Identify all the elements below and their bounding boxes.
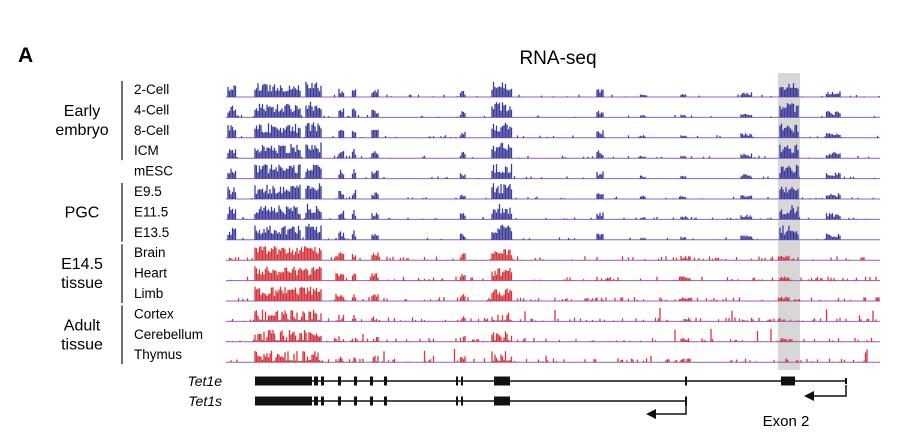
exon [845,378,847,384]
exon [370,396,373,406]
coverage-bars [228,246,865,261]
exon [461,396,463,406]
exon [314,376,318,386]
track-e11-5: E11.5 [134,203,880,220]
track-limb: Limb [134,286,880,302]
gene-models: Tet1e Tet1s [187,373,847,419]
coverage-bars [227,328,873,342]
gene-label: Tet1s [188,393,222,409]
exon [461,376,463,386]
gene-tet1e: Tet1e [187,373,847,389]
track-2-cell: 2-Cell [134,81,880,98]
exon [354,376,357,386]
coverage-tracks: 2-Cell 4-Cell 8-Cell ICM mESC E9.5 E11.5 E13.5 B… [134,81,880,363]
track-cerebellum: Cerebellum [134,327,880,343]
coverage-bars [227,142,870,159]
exon [321,376,324,386]
track-4-cell: 4-Cell [134,101,880,118]
exon [338,396,341,406]
exon [456,376,458,386]
group-label: embryo [55,122,108,139]
group-label: E14.5 [61,256,103,273]
figure-title: RNA-seq [519,48,596,69]
track-8-cell: 8-Cell [134,122,880,139]
track-brain: Brain [134,245,880,261]
exon [354,396,357,406]
group-label: PGC [65,204,100,221]
group-label: tissue [61,336,103,353]
coverage-bars [227,101,876,118]
track-label: 4-Cell [134,102,169,117]
exon [321,396,324,406]
track-label: 8-Cell [134,123,169,138]
track-label: 2-Cell [134,82,169,97]
track-label: E9.5 [134,184,162,199]
exon [255,376,312,386]
track-label: Thymus [134,347,182,362]
exon [456,396,458,406]
exon [685,376,687,386]
exon [494,376,510,386]
track-label: E11.5 [134,204,168,219]
track-thymus: Thymus [134,347,880,363]
gene-label: Tet1e [187,373,222,389]
track-label: Limb [134,286,163,301]
coverage-bars [230,308,877,322]
tet1s-tss-arrow [646,405,687,419]
coverage-bars [227,122,879,138]
coverage-bars [227,81,880,97]
exon2-label: Exon 2 [763,413,810,430]
track-label: Cortex [134,306,174,321]
track-e9-5: E9.5 [134,183,880,200]
coverage-bars [227,164,876,179]
track-label: E13.5 [134,225,169,240]
track-label: ICM [134,143,159,158]
track-label: mESC [134,164,173,179]
group-label: Adult [64,317,101,334]
exon [255,396,312,406]
track-heart: Heart [134,266,880,282]
coverage-bars [230,266,877,281]
exon [338,376,341,386]
group-label: Early [64,103,100,120]
exon [781,376,795,386]
exon [314,396,318,406]
coverage-bars [237,286,880,301]
exon [685,396,687,406]
exon [384,376,387,386]
group-label: tissue [61,275,103,292]
track-label: Brain [134,245,166,260]
track-mesc: mESC [134,164,880,180]
coverage-bars [227,223,841,240]
track-label: Heart [134,266,167,281]
coverage-bars [230,348,868,363]
exon [494,396,510,406]
track-label: Cerebellum [134,327,203,342]
track-e13-5: E13.5 [134,223,880,241]
track-icm: ICM [134,142,880,159]
group-labels: Early embryo PGC E14.5 tissue Adult tissue [55,81,123,365]
tet1e-tss-arrow [804,385,847,401]
gene-tet1s: Tet1s [188,393,687,409]
coverage-bars [227,203,867,220]
coverage-bars [227,183,874,199]
exon [370,376,373,386]
exon [384,396,387,406]
panel-letter: A [18,44,33,67]
track-cortex: Cortex [134,306,880,322]
